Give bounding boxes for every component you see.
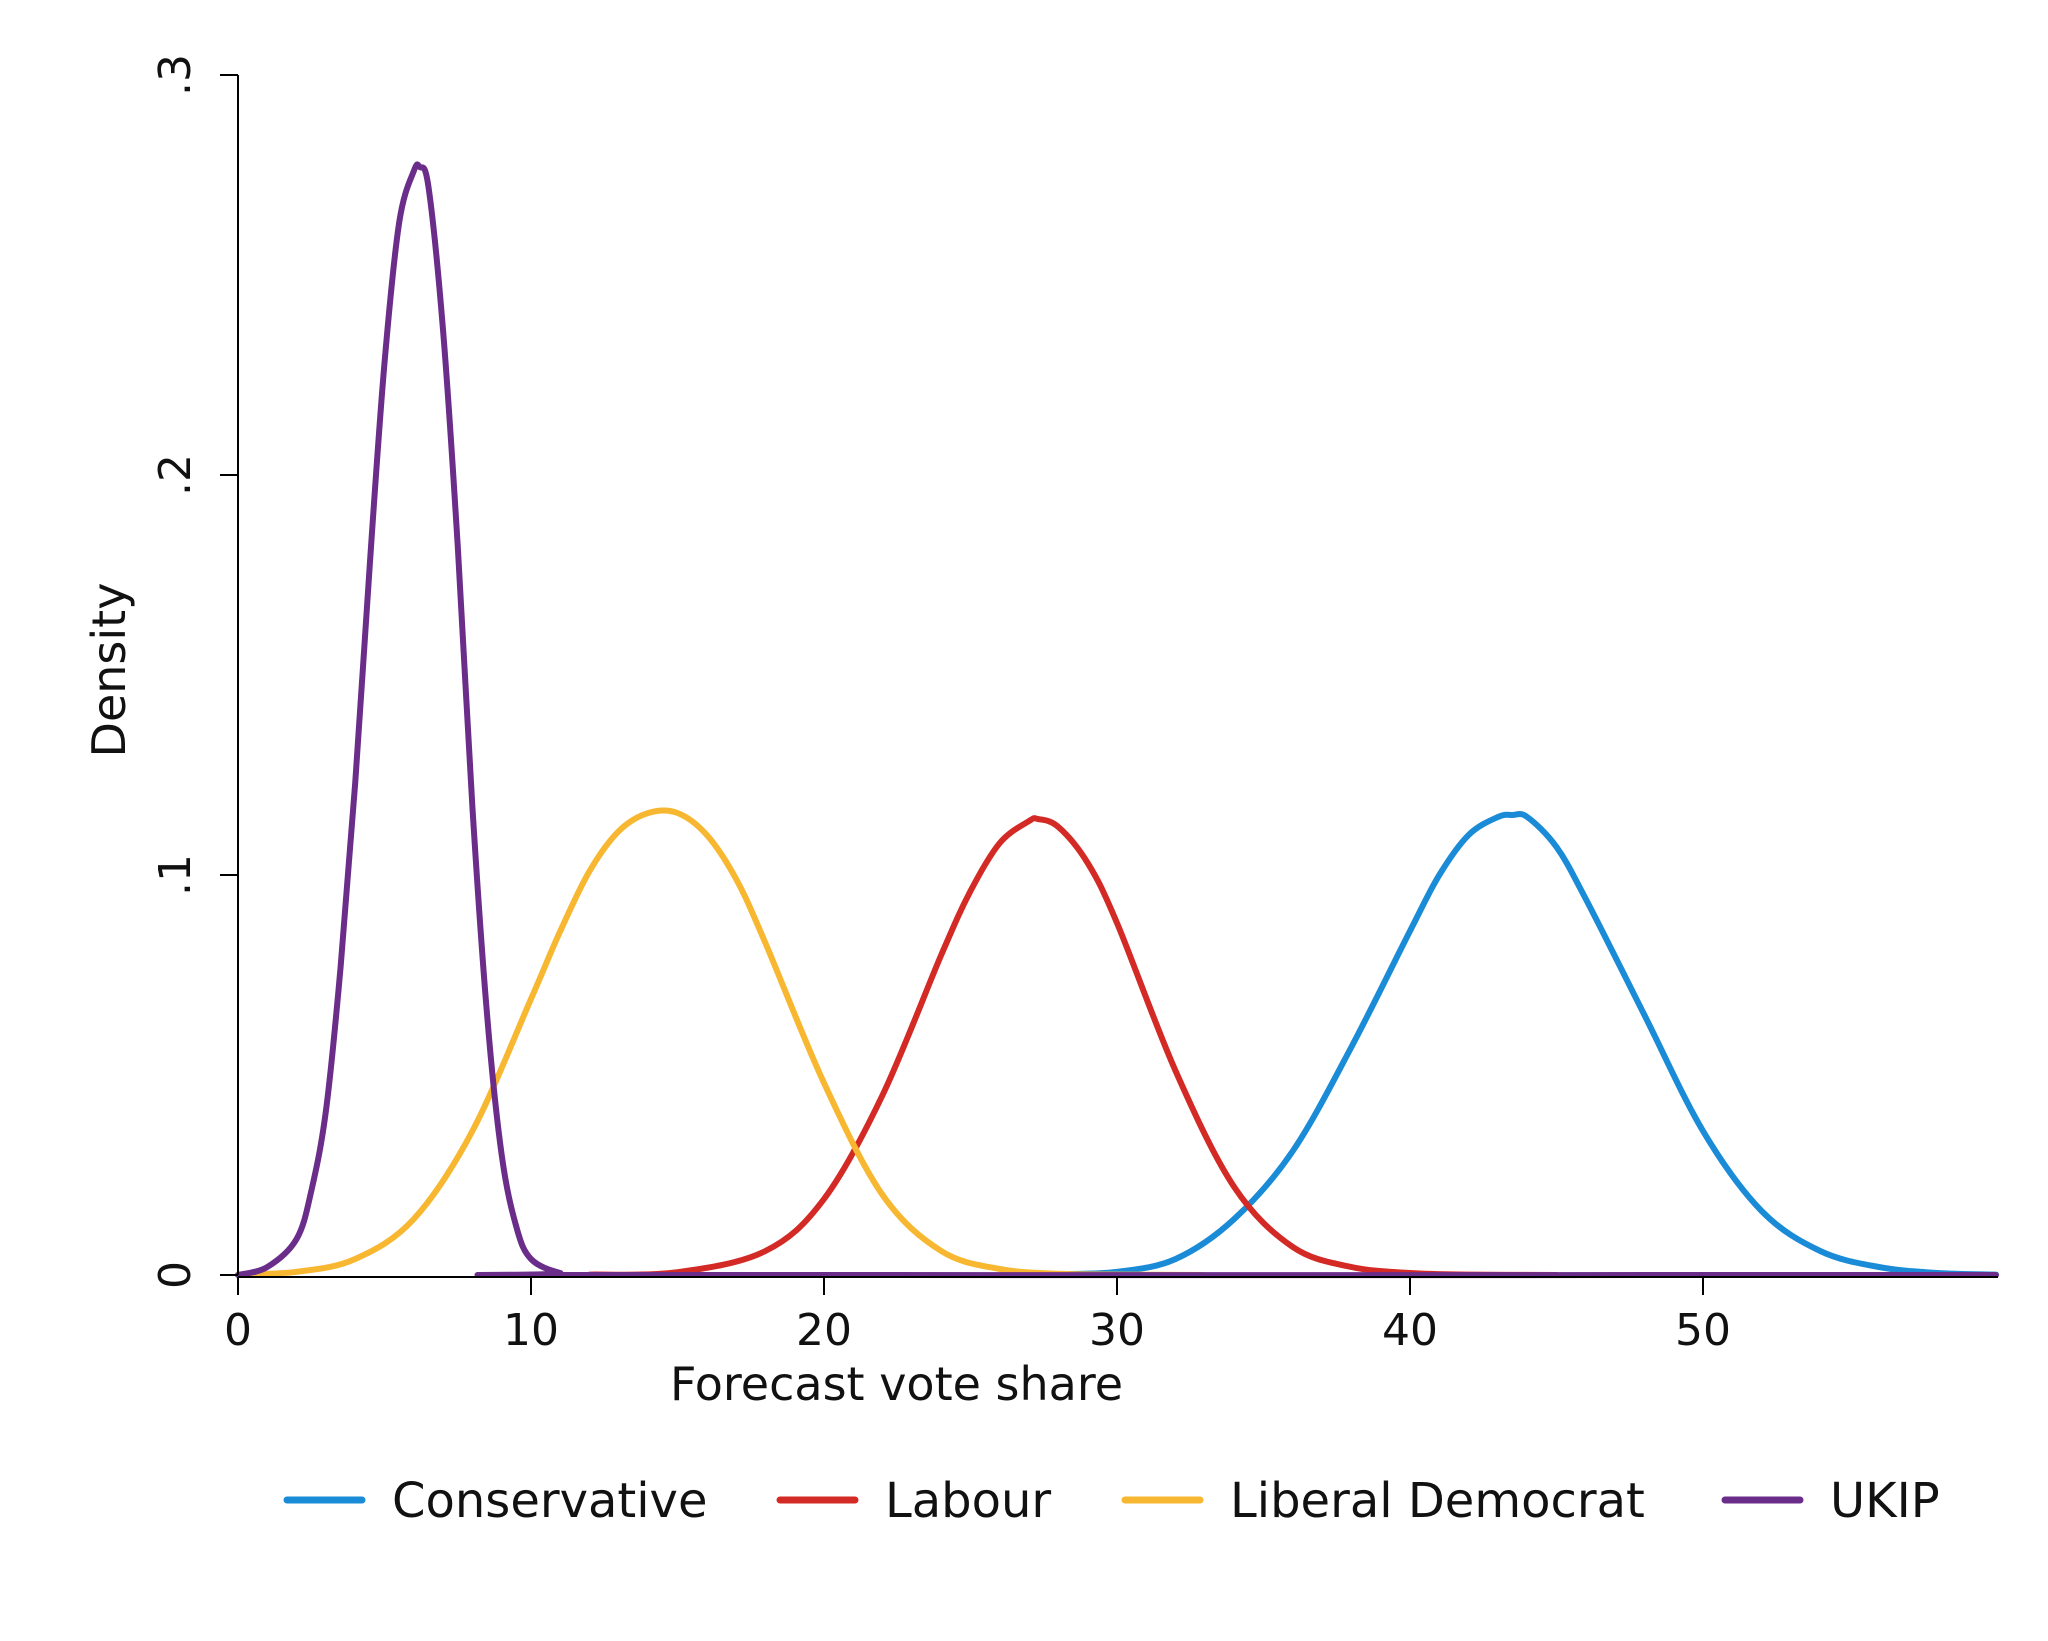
x-tick-label: 30 bbox=[1089, 1305, 1145, 1356]
x-tick-label: 20 bbox=[796, 1305, 852, 1356]
x-tick-label: 50 bbox=[1675, 1305, 1731, 1356]
y-tick-label: .1 bbox=[150, 854, 201, 896]
series-line-conservative bbox=[1055, 811, 1999, 1278]
legend-label: Labour bbox=[885, 1473, 1051, 1529]
y-ticks: 0 .1 .2 .3 bbox=[150, 54, 238, 1289]
x-tick-label: 10 bbox=[503, 1305, 559, 1356]
y-tick-label: 0 bbox=[150, 1261, 201, 1289]
series-line-labour bbox=[586, 815, 1560, 1278]
legend: Conservative Labour Liberal Democrat UKIP bbox=[283, 1473, 1940, 1529]
y-tick-label: .3 bbox=[150, 54, 201, 96]
x-tick-label: 0 bbox=[224, 1305, 252, 1356]
series-layer bbox=[235, 161, 1999, 1279]
y-axis-title: Density bbox=[82, 583, 136, 758]
legend-label: UKIP bbox=[1830, 1473, 1940, 1529]
x-axis-title: Forecast vote share bbox=[670, 1357, 1123, 1411]
x-ticks: 0 10 20 30 40 50 bbox=[224, 1277, 1731, 1356]
legend-label: Liberal Democrat bbox=[1230, 1473, 1645, 1529]
axes bbox=[237, 75, 1998, 1278]
y-tick-label: .2 bbox=[150, 454, 201, 496]
legend-label: Conservative bbox=[392, 1473, 708, 1529]
x-tick-label: 40 bbox=[1382, 1305, 1438, 1356]
series-line-liberal-democrat bbox=[235, 807, 1208, 1278]
series-line-ukip bbox=[235, 161, 1999, 1279]
